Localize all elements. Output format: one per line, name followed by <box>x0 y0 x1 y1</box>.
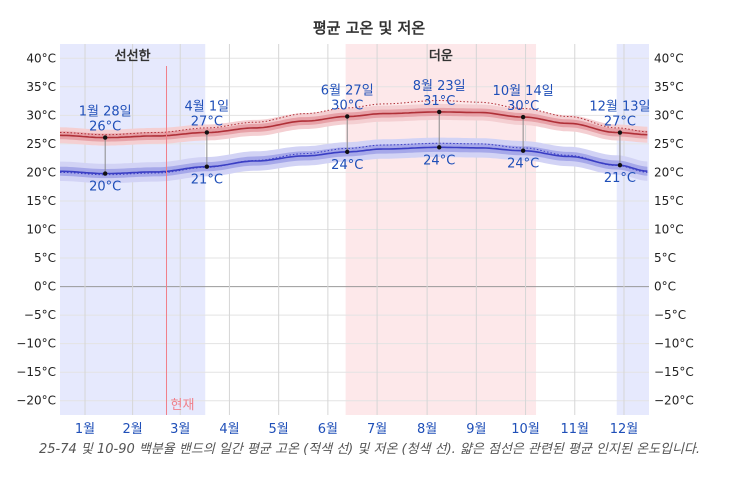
axis-layer: 40°C 40°C 35°C 35°C 30°C 30°C 25°C 25°C 20°C 20°C… <box>16 51 693 437</box>
y-tick-label-left: 30°C <box>26 108 56 122</box>
annotation-date: 1월 28일 <box>79 105 132 120</box>
annotation-date: 8월 23일 <box>413 79 466 94</box>
month-label: 8월 <box>417 422 437 437</box>
high-point <box>520 114 526 120</box>
annotation-high: 30°C <box>507 99 539 114</box>
month-label: 2월 <box>122 422 142 437</box>
y-tick-label-right: 15°C <box>654 194 684 208</box>
season-label: 더운 <box>429 48 453 64</box>
y-tick-label-left: 25°C <box>26 137 56 151</box>
annotation-date: 12월 13일 <box>589 100 650 115</box>
month-label: 7월 <box>367 422 387 437</box>
y-tick-label-right: 40°C <box>654 51 684 65</box>
high-point <box>617 130 623 135</box>
low-point <box>617 162 623 168</box>
annotation-date: 10월 14일 <box>493 84 554 99</box>
annotation-low: 24°C <box>423 153 455 168</box>
month-label: 1월 <box>75 422 95 437</box>
month-label: 11월 <box>561 422 590 437</box>
month-label: 12월 <box>610 422 639 437</box>
chart-title: 평균 고온 및 저온 <box>313 19 425 37</box>
feels-high-line <box>60 100 648 136</box>
annotation-high: 26°C <box>89 120 121 135</box>
y-tick-label-left: 10°C <box>26 223 56 237</box>
low-point <box>437 145 442 150</box>
high-point <box>345 114 350 119</box>
month-label: 3월 <box>170 422 190 437</box>
y-tick-label-right: 20°C <box>654 165 684 179</box>
low-point <box>520 148 526 153</box>
annotation-date: 6월 27일 <box>321 83 374 98</box>
month-label: 5월 <box>269 422 289 437</box>
month-label: 10월 <box>511 422 540 437</box>
low-line <box>60 146 648 175</box>
annotation-low: 24°C <box>507 157 539 172</box>
y-tick-label-left: −5°C <box>24 308 56 322</box>
low-point <box>102 171 108 176</box>
y-tick-label-left: 15°C <box>26 194 56 208</box>
y-tick-label-right: 10°C <box>654 223 684 237</box>
y-tick-label-right: 5°C <box>654 251 676 265</box>
y-tick-label-left: 20°C <box>26 165 56 179</box>
annotation-high: 30°C <box>331 98 363 113</box>
annotation-high: 31°C <box>423 94 455 109</box>
y-tick-label-right: −5°C <box>654 308 686 322</box>
annotation-low: 20°C <box>89 180 121 195</box>
high-line <box>59 111 648 139</box>
y-tick-label-right: 0°C <box>654 280 676 294</box>
y-tick-label-left: −10°C <box>16 337 56 351</box>
y-tick-label-right: −15°C <box>654 365 694 379</box>
y-tick-label-left: 35°C <box>26 80 56 94</box>
annotation-low: 21°C <box>604 171 636 186</box>
annotation-low: 21°C <box>191 173 223 188</box>
annotation-date: 4월 1일 <box>185 99 230 114</box>
high-point <box>204 130 210 135</box>
low-band-25-75 <box>60 142 648 179</box>
low-point <box>204 164 210 169</box>
low-point <box>345 149 350 155</box>
month-label: 6월 <box>318 422 338 437</box>
y-tick-label-right: 30°C <box>654 108 684 122</box>
y-tick-label-right: 35°C <box>654 80 684 94</box>
line-layer <box>59 66 648 415</box>
y-tick-label-left: 40°C <box>26 51 56 65</box>
high-point <box>102 135 108 140</box>
high-point <box>437 109 442 115</box>
y-tick-label-left: 0°C <box>34 280 56 294</box>
y-tick-label-right: 25°C <box>654 137 684 151</box>
y-tick-label-left: 5°C <box>34 251 56 265</box>
season-label: 선선한 <box>115 48 151 64</box>
annotation-high: 27°C <box>604 115 636 130</box>
chart-caption: 25-74 및 10-90 백분율 밴드의 일간 평균 고온 (적색 선) 및 … <box>38 442 701 457</box>
now-label: 현재 <box>171 398 195 413</box>
month-label: 9월 <box>466 422 486 437</box>
annotation-low: 24°C <box>331 158 363 173</box>
y-tick-label-right: −20°C <box>654 394 694 408</box>
y-tick-label-right: −10°C <box>654 337 694 351</box>
annotation-high: 27°C <box>191 114 223 129</box>
month-label: 4월 <box>219 422 239 437</box>
y-tick-label-left: −20°C <box>16 394 56 408</box>
y-tick-label-left: −15°C <box>16 365 56 379</box>
